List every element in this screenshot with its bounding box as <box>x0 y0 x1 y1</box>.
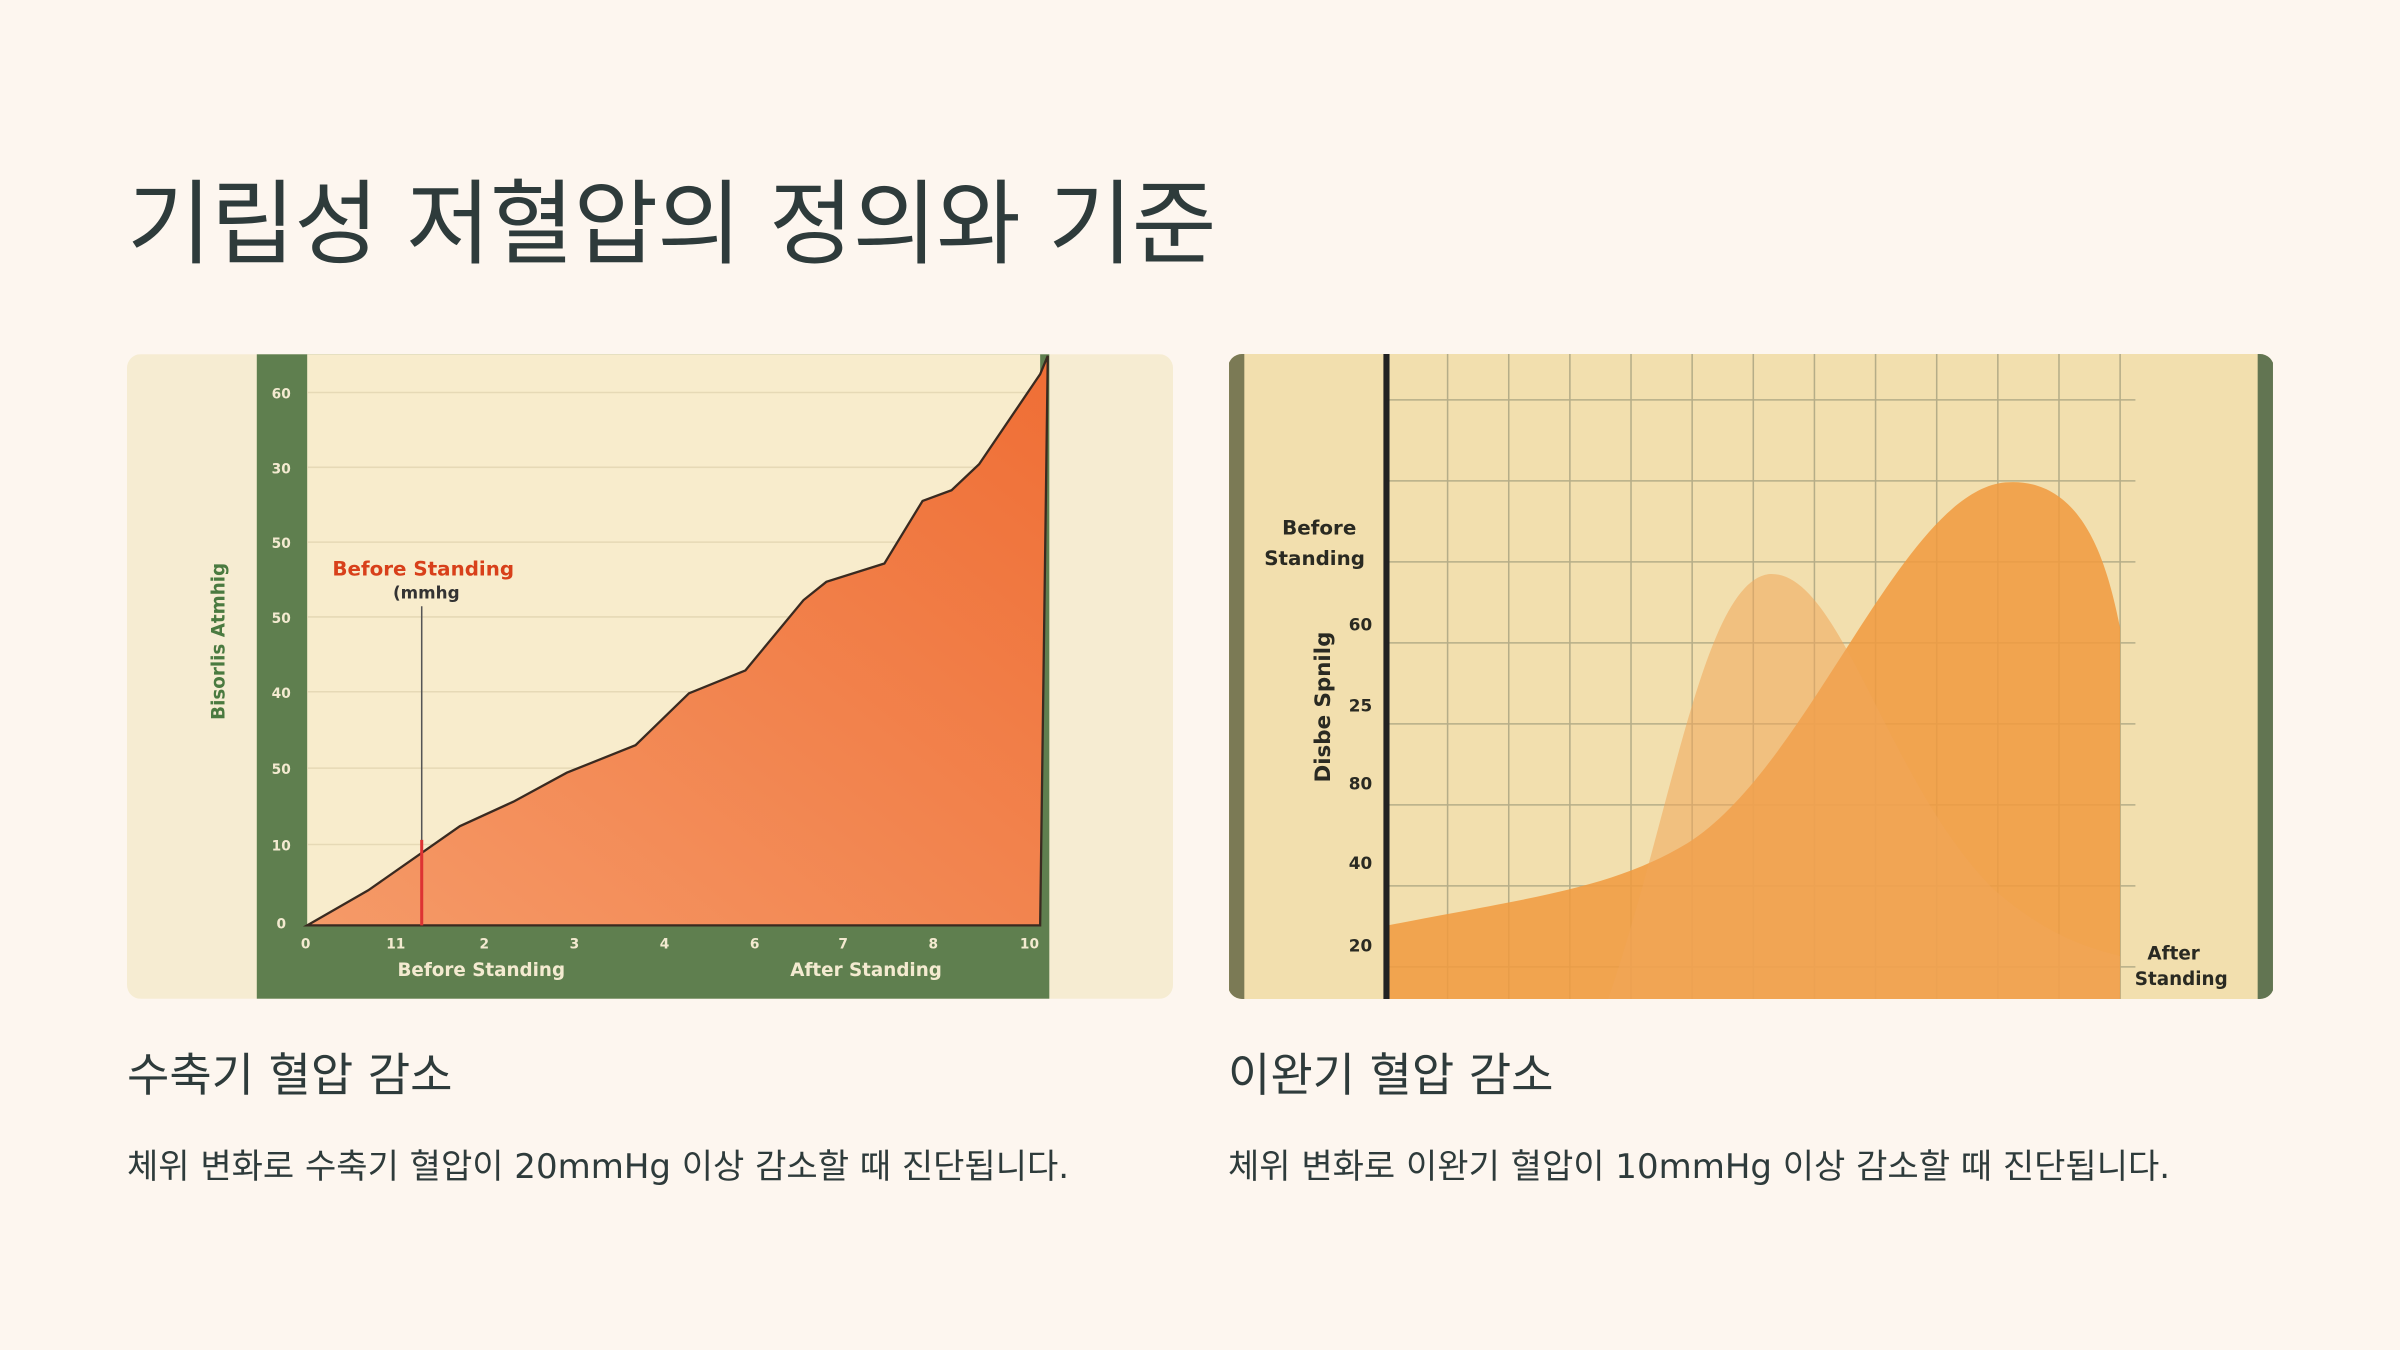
band-label: Before Standing <box>397 960 565 981</box>
annotation-unit: (mmhg <box>393 583 460 603</box>
tick: 10 <box>1020 936 1039 952</box>
tick: 50 <box>272 762 291 778</box>
tick: 40 <box>272 686 291 702</box>
x-ticks: 0 11 2 3 4 6 7 8 10 <box>301 936 1039 952</box>
area <box>302 355 1049 927</box>
y-ticks: 60 25 80 40 20 <box>1349 615 1372 956</box>
y-ticks: 60 30 50 50 40 50 10 0 <box>272 387 291 933</box>
tick: 80 <box>1349 774 1372 794</box>
tick: 10 <box>272 839 291 855</box>
card-heading: 수축기 혈압 감소 <box>127 1048 453 1102</box>
label-line: After <box>2147 943 2199 964</box>
tick: 20 <box>1349 936 1372 956</box>
annotation: Before Standing <box>332 558 514 581</box>
tick: 7 <box>838 936 848 952</box>
tick: 0 <box>276 916 286 932</box>
edge <box>2257 354 2273 999</box>
tick: 4 <box>660 936 670 952</box>
tick: 60 <box>1349 615 1372 635</box>
card-text: 체위 변화로 수축기 혈압이 20mmHg 이상 감소할 때 진단됩니다. <box>127 1147 1070 1187</box>
tick: 25 <box>1349 696 1372 716</box>
end-label: After Standing <box>2135 943 2228 990</box>
illustration: Before Standing (mmhg Bisorlis Atmhig 60… <box>127 354 1173 999</box>
tick: 2 <box>480 936 490 952</box>
tick: 60 <box>272 387 291 403</box>
tick: 30 <box>272 461 291 477</box>
corner-label: Before Standing <box>1264 516 1365 570</box>
tick: 11 <box>386 936 405 952</box>
axis-title: Disbe Spnilg <box>1311 632 1336 783</box>
label-line: Standing <box>2135 969 2228 990</box>
curve <box>1608 573 2121 999</box>
tick: 40 <box>1349 853 1372 873</box>
label-line: Before <box>1282 516 1356 539</box>
card-heading: 이완기 혈압 감소 <box>1228 1048 1554 1102</box>
edge <box>1229 354 1245 999</box>
tick: 50 <box>272 611 291 627</box>
illustration: Before Standing Disbe Spnilg 60 25 80 40… <box>1229 354 2273 999</box>
slide-title: 기립성 저혈압의 정의와 기준 <box>127 171 1216 278</box>
card-text: 체위 변화로 이완기 혈압이 10mmHg 이상 감소할 때 진단됩니다. <box>1228 1147 2171 1187</box>
card: Before Standing Disbe Spnilg 60 25 80 40… <box>1228 354 2274 1188</box>
tick: 8 <box>928 936 938 952</box>
band-label: After Standing <box>790 960 942 981</box>
tick: 6 <box>750 936 760 952</box>
tick: 3 <box>570 936 580 952</box>
label-line: Standing <box>1264 547 1365 570</box>
tick: 50 <box>272 536 291 552</box>
axis-title: Bisorlis Atmhig <box>209 563 230 720</box>
card: Before Standing (mmhg Bisorlis Atmhig 60… <box>127 354 1173 1188</box>
tick: 0 <box>301 936 311 952</box>
